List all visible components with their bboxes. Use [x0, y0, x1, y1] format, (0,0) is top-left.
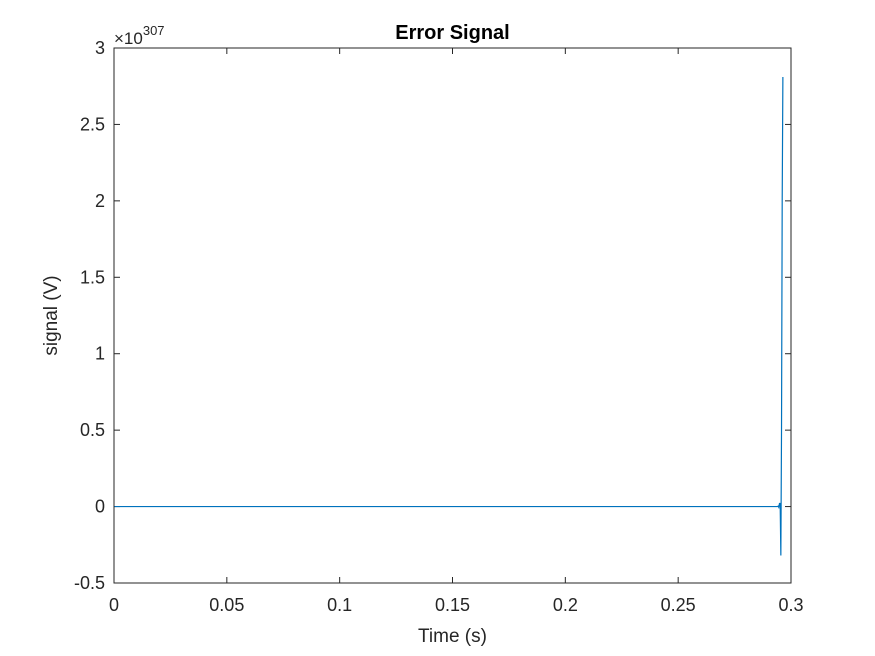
plot-box: [113, 47, 792, 584]
x-axis-label: Time (s): [418, 626, 487, 647]
y-tick-label: 1.5: [80, 267, 105, 287]
y-axis-exponent: ×10307: [114, 23, 165, 48]
x-axis-ticks: 0 0.05 0.1 0.15 0.2 0.25 0.3: [109, 48, 804, 615]
plot-area: [114, 48, 791, 583]
y-axis-label: signal (V): [41, 275, 62, 355]
x-tick-label: 0.25: [661, 595, 696, 615]
y-tick-label: 2.5: [80, 114, 105, 134]
x-tick-label: 0.3: [778, 595, 803, 615]
x-tick-label: 0.2: [553, 595, 578, 615]
x-tick-label: 0: [109, 595, 119, 615]
chart-title: Error Signal: [395, 22, 509, 44]
x-tick-label: 0.1: [327, 595, 352, 615]
y-tick-label: -0.5: [74, 573, 105, 593]
y-axis-ticks: -0.5 0 0.5 1 1.5 2 2.5 3: [74, 38, 791, 593]
series-line: [114, 77, 784, 556]
x-tick-label: 0.15: [435, 595, 470, 615]
y-tick-label: 2: [95, 191, 105, 211]
y-tick-label: 3: [95, 38, 105, 58]
y-exponent-power: 307: [143, 23, 165, 38]
y-tick-label: 0: [95, 497, 105, 517]
y-tick-label: 1: [95, 344, 105, 364]
y-tick-label: 0.5: [80, 420, 105, 440]
y-exponent-base: ×10: [114, 29, 143, 48]
x-tick-label: 0.05: [209, 595, 244, 615]
